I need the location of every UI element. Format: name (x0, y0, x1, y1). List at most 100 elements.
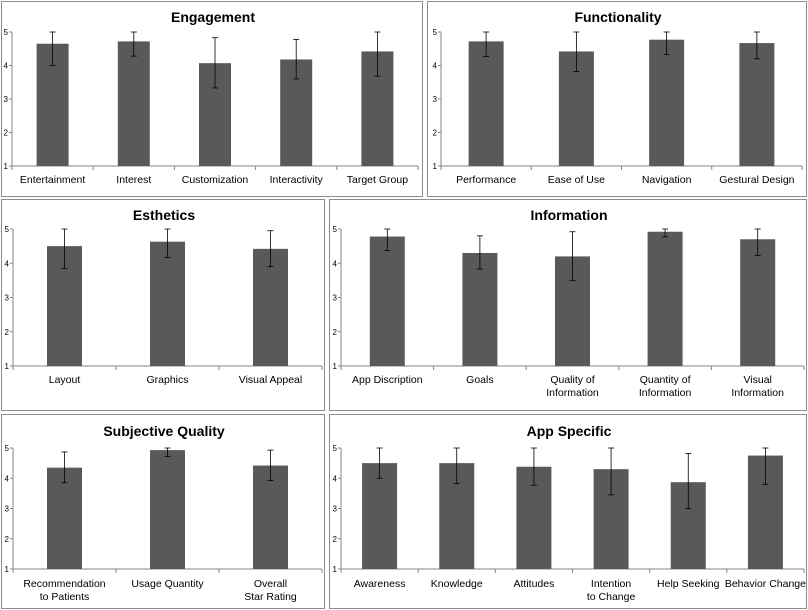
y-tick-label: 2 (333, 535, 338, 544)
app-specific-panel: App Specific 1 2 3 4 5 Awareness Knowledge Attit… (329, 414, 807, 609)
category-label: Performance (456, 174, 516, 186)
category-label: Graphics (146, 374, 188, 386)
y-tick-label: 1 (333, 565, 338, 574)
category-label: Knowledge (431, 578, 483, 590)
bar-recommendation-to-patients (47, 467, 82, 569)
category-label: Layout (49, 374, 81, 386)
category-label: Help Seeking (657, 578, 720, 590)
y-tick-label: 4 (433, 62, 438, 71)
functionality-chart: Functionality 1 2 3 4 5 Performance Ease of Use… (433, 9, 803, 186)
category-label-line: Visual (743, 374, 771, 386)
category-label: Quantity of Information (639, 374, 692, 399)
category-label: Overall Star Rating (244, 578, 297, 603)
category-label: Awareness (354, 578, 406, 590)
category-label: Recommendation to Patients (23, 578, 105, 603)
category-label: Interactivity (270, 174, 324, 186)
esthetics-panel: Esthetics 1 2 3 4 5 Layout Graphics Visual Appea… (1, 199, 325, 411)
bar-visual-appeal (253, 248, 288, 366)
category-label: Entertainment (20, 174, 85, 186)
category-label-line: Information (546, 387, 599, 399)
information-panel: Information 1 2 3 4 5 App Discription Goals Qual… (329, 199, 807, 411)
category-label-line: Information (731, 387, 784, 399)
esthetics-chart: Esthetics 1 2 3 4 5 Layout Graphics Visual Appea… (5, 207, 323, 386)
chart-title: Information (531, 207, 608, 223)
category-label-line: Star Rating (244, 591, 297, 603)
y-tick-label: 2 (5, 328, 10, 337)
category-label-line: Recommendation (23, 578, 105, 590)
chart-title: Esthetics (133, 207, 195, 223)
y-tick-label: 3 (4, 95, 9, 104)
bar-interest (117, 41, 150, 166)
category-label: Quality of Information (546, 374, 599, 399)
category-label-line: to Change (587, 591, 636, 603)
bar-overall-star-rating (253, 465, 288, 569)
y-tick-label: 2 (5, 535, 10, 544)
bar-visual-information (740, 239, 776, 366)
y-tick-label: 3 (333, 505, 338, 514)
category-label: Usage Quantity (131, 578, 204, 590)
category-label: Interest (116, 174, 151, 186)
bar-usage-quantity (150, 450, 185, 569)
chart-title: App Specific (527, 423, 612, 439)
category-label: Target Group (347, 174, 408, 186)
y-tick-label: 1 (5, 565, 10, 574)
category-label: Gestural Design (719, 174, 794, 186)
y-tick-label: 2 (4, 129, 9, 138)
category-label-line: Quantity of (640, 374, 691, 386)
y-tick-label: 5 (333, 225, 338, 234)
category-label: Behavior Change (725, 578, 806, 590)
y-tick-label: 4 (333, 474, 338, 483)
y-tick-label: 5 (5, 225, 10, 234)
information-chart: Information 1 2 3 4 5 App Discription Goals Qual… (333, 207, 805, 399)
bar-performance (468, 41, 504, 166)
bar-quantity-of-information (647, 231, 683, 366)
y-tick-label: 4 (4, 62, 9, 71)
bar-goals (462, 252, 498, 366)
y-tick-label: 3 (5, 294, 10, 303)
bar-navigation (649, 39, 685, 166)
bar-app-discription (369, 236, 405, 366)
functionality-panel: Functionality 1 2 3 4 5 Performance Ease of Use… (427, 1, 807, 197)
y-tick-label: 2 (433, 129, 438, 138)
category-label: App Discription (352, 374, 423, 386)
y-tick-label: 1 (4, 162, 9, 171)
category-label: Visual Appeal (239, 374, 302, 386)
category-label: Navigation (642, 174, 692, 186)
y-tick-label: 4 (5, 474, 10, 483)
y-tick-label: 3 (5, 505, 10, 514)
bar-awareness (362, 463, 398, 569)
category-label-line: Overall (254, 578, 287, 590)
category-label-line: to Patients (40, 591, 90, 603)
y-tick-label: 2 (333, 328, 338, 337)
app-specific-chart: App Specific 1 2 3 4 5 Awareness Knowledge Attit… (333, 423, 807, 603)
y-tick-label: 5 (433, 28, 438, 37)
engagement-chart: Engagement 1 2 3 4 5 Entertainment Interest Cust… (4, 9, 419, 186)
y-tick-label: 5 (4, 28, 9, 37)
category-label-line: Information (639, 387, 692, 399)
subjective-quality-panel: Subjective Quality 1 2 3 4 5 Recommendation to … (1, 414, 325, 609)
chart-title: Subjective Quality (103, 423, 225, 439)
category-label: Customization (182, 174, 249, 186)
bar-gestural-design (739, 43, 775, 166)
y-tick-label: 5 (5, 444, 10, 453)
category-label: Ease of Use (548, 174, 605, 186)
category-label: Intention to Change (587, 578, 636, 603)
y-tick-label: 3 (433, 95, 438, 104)
engagement-panel: Engagement 1 2 3 4 5 Entertainment Interest Cust… (1, 1, 423, 197)
bar-graphics (150, 241, 185, 366)
chart-title: Engagement (171, 9, 255, 25)
chart-title: Functionality (574, 9, 661, 25)
y-tick-label: 4 (333, 259, 338, 268)
category-label-line: Quality of (550, 374, 594, 386)
subjective-quality-chart: Subjective Quality 1 2 3 4 5 Recommendation to … (5, 423, 323, 603)
y-tick-label: 5 (333, 444, 338, 453)
category-label-line: Intention (591, 578, 631, 590)
y-tick-label: 1 (5, 362, 10, 371)
y-tick-label: 4 (5, 259, 10, 268)
y-tick-label: 3 (333, 294, 338, 303)
category-label: Visual Information (731, 374, 784, 399)
y-tick-label: 1 (433, 162, 438, 171)
category-label: Attitudes (513, 578, 554, 590)
category-label: Goals (466, 374, 493, 386)
y-tick-label: 1 (333, 362, 338, 371)
